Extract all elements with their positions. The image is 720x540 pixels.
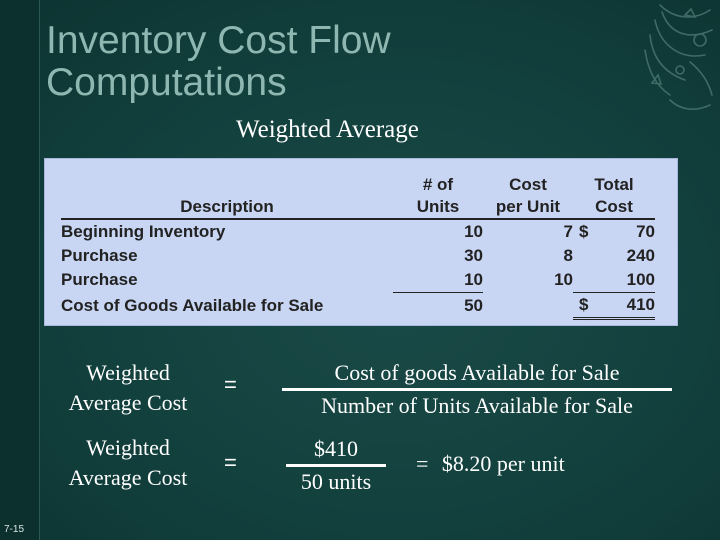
row-description: Purchase bbox=[61, 246, 138, 265]
row-cost-per-unit bbox=[483, 293, 573, 319]
row-description: Purchase bbox=[61, 270, 138, 290]
table-total-row: Cost of Goods Available for Sale 50 $410 bbox=[61, 292, 655, 320]
row-cost-per-unit: 10 bbox=[554, 270, 573, 290]
formula-1-equals: = bbox=[224, 372, 237, 397]
formula-2-label: Weighted Average Cost bbox=[68, 435, 188, 490]
formula-2-numerator: $410 bbox=[314, 436, 358, 461]
row-description: Cost of Goods Available for Sale bbox=[61, 295, 324, 315]
result-equals: = bbox=[416, 451, 429, 476]
title-line-2: Computations bbox=[46, 61, 287, 104]
currency-symbol: $ bbox=[579, 222, 589, 241]
row-total: 100 bbox=[573, 268, 655, 293]
formula-1-numerator: Cost of goods Available for Sale bbox=[334, 360, 620, 385]
formula-2-equals: = bbox=[224, 450, 237, 475]
row-total: 240 bbox=[626, 246, 655, 265]
row-description: Beginning Inventory bbox=[61, 222, 226, 241]
result-value: $8.20 per unit bbox=[441, 451, 565, 476]
header-units: # of Units bbox=[393, 173, 483, 220]
slide-number: 7-15 bbox=[4, 524, 25, 535]
header-total-cost: Total Cost bbox=[573, 173, 655, 220]
currency-symbol: $ bbox=[579, 295, 589, 314]
left-margin-bar bbox=[0, 0, 40, 540]
row-cost-per-unit: 8 bbox=[563, 246, 573, 265]
fraction-bar bbox=[282, 388, 672, 391]
table-row: Purchase 10 10 100 bbox=[61, 268, 655, 293]
table-header-row: Description # of Units Cost per Unit Total… bbox=[61, 173, 655, 220]
row-total: $70 bbox=[573, 219, 655, 244]
table-row: Purchase 30 8 240 bbox=[61, 244, 655, 268]
row-cost-per-unit: 7 bbox=[563, 222, 573, 241]
fraction-bar bbox=[286, 464, 386, 467]
row-units: 30 bbox=[464, 246, 483, 265]
row-units: 10 bbox=[393, 268, 483, 293]
header-cost-per-unit: Cost per Unit bbox=[483, 173, 573, 220]
cost-table-panel: Description # of Units Cost per Unit Total… bbox=[44, 158, 678, 326]
formula-1-label: Weighted Average Cost bbox=[68, 360, 188, 415]
row-units: 10 bbox=[464, 222, 483, 241]
formula-2-denominator: 50 units bbox=[300, 469, 372, 494]
formula-2-result: = $8.20 per unit bbox=[416, 451, 565, 477]
decorative-ornament-icon bbox=[644, 4, 713, 110]
slide-subtitle: Weighted Average bbox=[236, 116, 419, 143]
title-line-1: Inventory Cost Flow bbox=[46, 19, 391, 62]
row-total: $410 bbox=[573, 292, 655, 320]
table-row: Beginning Inventory 10 7 $70 bbox=[61, 219, 655, 244]
formula-1-fraction: Cost of goods Available for Sale Number … bbox=[282, 360, 672, 419]
cost-table: Description # of Units Cost per Unit Total… bbox=[61, 173, 655, 320]
formula-2-fraction: $410 50 units bbox=[286, 436, 386, 495]
header-description: Description bbox=[61, 173, 393, 220]
formula-1-denominator: Number of Units Available for Sale bbox=[321, 393, 633, 418]
slide-title: Inventory Cost Flow Computations bbox=[46, 20, 516, 104]
row-units: 50 bbox=[464, 295, 483, 315]
